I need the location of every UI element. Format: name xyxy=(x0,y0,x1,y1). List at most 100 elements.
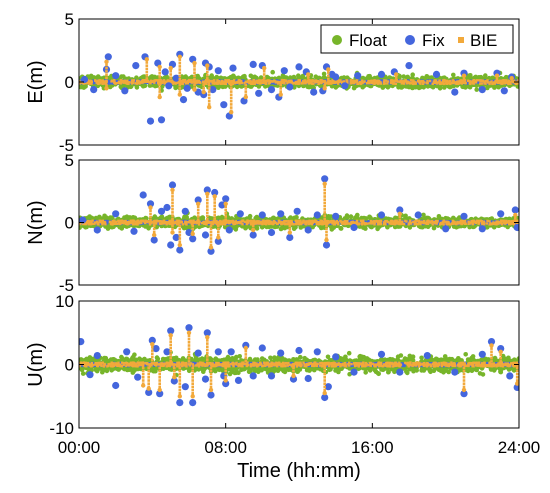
bie-point xyxy=(481,82,484,85)
float-point xyxy=(451,72,456,78)
bie-point xyxy=(270,80,273,83)
bie-point xyxy=(250,82,253,85)
bie-point xyxy=(383,79,386,82)
bie-point xyxy=(376,80,379,83)
bie-point xyxy=(360,82,364,85)
bie-point xyxy=(446,82,449,85)
bie-point xyxy=(441,81,445,84)
bie-point xyxy=(207,83,211,87)
bie-point xyxy=(458,80,461,83)
bie-point xyxy=(144,57,149,62)
bie-point xyxy=(434,79,438,82)
bie-point xyxy=(100,81,103,84)
bie-point xyxy=(177,54,182,59)
bie-point xyxy=(252,79,256,82)
bie-point xyxy=(192,79,195,82)
bie-point xyxy=(502,79,506,83)
bie-point xyxy=(367,81,371,85)
bie-point xyxy=(97,82,100,85)
bie-point xyxy=(405,82,409,85)
float-point xyxy=(134,85,140,90)
panel-data xyxy=(79,175,519,255)
bie-point xyxy=(317,80,320,83)
bie-point xyxy=(392,82,396,85)
bie-point xyxy=(87,82,91,85)
bie-point xyxy=(490,80,493,83)
bie-point xyxy=(229,106,233,109)
fix-point xyxy=(172,74,180,82)
bie-point xyxy=(373,82,376,85)
bie-point xyxy=(461,73,467,78)
float-point xyxy=(87,74,92,80)
bie-point xyxy=(101,82,104,85)
bie-point xyxy=(267,82,271,85)
bie-point xyxy=(190,80,193,84)
bie-point xyxy=(474,81,478,84)
bie-point xyxy=(162,79,166,82)
bie-point xyxy=(169,70,172,73)
bie-point xyxy=(262,76,266,79)
bie-point xyxy=(201,89,206,95)
bie-point xyxy=(413,82,416,85)
fix-point xyxy=(157,116,166,124)
bie-point xyxy=(202,80,205,84)
bie-point xyxy=(449,82,452,86)
bie-point xyxy=(207,90,211,93)
float-point xyxy=(483,73,488,78)
bie-point xyxy=(157,64,162,70)
bie-point xyxy=(206,77,209,80)
bie-point xyxy=(335,80,338,84)
bie-point xyxy=(256,80,259,84)
bie-point xyxy=(181,82,184,86)
bie-point xyxy=(378,79,381,83)
bie-point xyxy=(104,82,108,85)
bie-point xyxy=(298,79,301,82)
bie-point xyxy=(145,67,149,71)
bie-point xyxy=(367,79,370,83)
bie-point xyxy=(291,82,294,85)
bie-point xyxy=(452,79,455,83)
bie-point xyxy=(301,81,304,84)
panel-data xyxy=(79,50,519,125)
float-point xyxy=(401,74,407,79)
float-point xyxy=(280,73,286,78)
float-point xyxy=(140,74,146,80)
bie-point xyxy=(178,71,182,75)
bie-point xyxy=(262,70,266,73)
bie-point xyxy=(145,64,149,67)
bie-point xyxy=(89,79,93,83)
bie-point xyxy=(319,81,322,84)
bie-point xyxy=(346,79,349,82)
bie-point xyxy=(327,71,330,74)
bie-point xyxy=(323,80,326,84)
bie-point xyxy=(103,80,107,83)
bie-point xyxy=(444,82,447,85)
bie-point xyxy=(495,81,498,84)
bie-point xyxy=(499,81,502,84)
bie-point xyxy=(410,81,413,85)
bie-point xyxy=(130,81,133,84)
bie-point xyxy=(511,81,515,84)
bie-point xyxy=(158,80,161,84)
bie-point xyxy=(171,79,174,82)
bie-point xyxy=(193,83,196,87)
bie-point xyxy=(148,81,151,84)
bie-point xyxy=(119,79,122,82)
bie-point xyxy=(205,82,208,85)
bie-point xyxy=(158,87,161,90)
bie-point xyxy=(503,81,507,85)
bie-point xyxy=(273,79,276,82)
bie-point xyxy=(510,80,513,83)
bie-point xyxy=(240,79,243,83)
fix-point xyxy=(104,53,112,61)
bie-point xyxy=(321,80,324,83)
bie-point xyxy=(223,80,227,84)
bie-point xyxy=(206,80,209,83)
bie-point xyxy=(206,73,209,77)
bie-point xyxy=(287,80,290,83)
bie-point xyxy=(508,80,511,84)
bie-point xyxy=(219,82,222,85)
bie-point xyxy=(223,82,227,85)
bie-point xyxy=(309,81,313,84)
